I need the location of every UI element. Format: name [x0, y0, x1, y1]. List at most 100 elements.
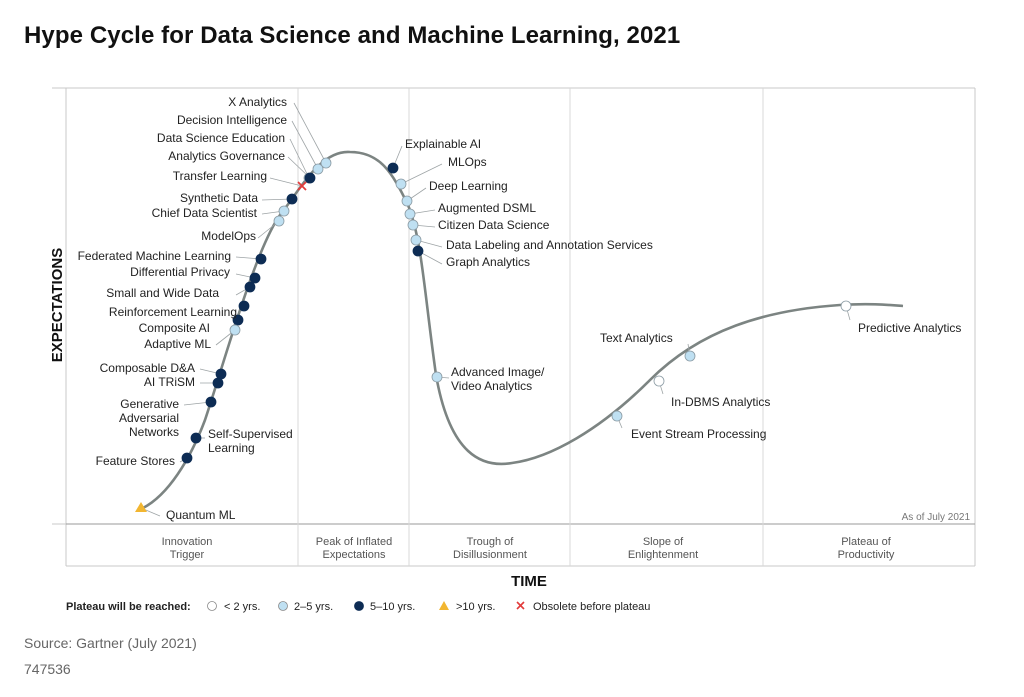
technology-marker: [273, 215, 285, 227]
leader-lines: [140, 102, 851, 517]
phase-label: Slope of: [643, 536, 684, 548]
technology-marker: [395, 178, 407, 190]
technology-marker: [401, 195, 413, 207]
phase-label: Trigger: [170, 549, 205, 561]
phase-label: Productivity: [838, 549, 895, 561]
technology-label: Data Science Education: [157, 131, 285, 145]
leader-line: [269, 177, 303, 187]
technology-label: Generative Adversarial Networks: [119, 397, 179, 439]
technology-marker: [278, 205, 290, 217]
technology-marker: [286, 193, 298, 205]
technology-marker: [431, 371, 443, 383]
technology-marker: [232, 314, 244, 326]
technology-labels: X Analytics Decision Intelligence Data Sci…: [78, 95, 962, 522]
phase-label: Trough of: [467, 536, 515, 548]
legend-marker-5to10: [354, 601, 364, 611]
technology-marker: [181, 452, 193, 464]
technology-label: AI TRiSM: [144, 375, 195, 389]
legend-label: 5–10 yrs.: [370, 601, 415, 613]
phase-labels: Innovation Trigger Peak of Inflated Expe…: [162, 536, 895, 561]
legend-label: >10 yrs.: [456, 601, 495, 613]
technology-label: Composable D&A: [100, 361, 195, 375]
legend-label: Obsolete before plateau: [533, 601, 650, 613]
phase-label: Peak of Inflated: [316, 536, 392, 548]
technology-marker: [407, 219, 419, 231]
technology-marker: [255, 253, 267, 265]
legend-marker-2to5: [278, 601, 288, 611]
technology-label: Composite AI: [139, 321, 210, 335]
technology-label: Deep Learning: [429, 179, 508, 193]
x-axis-label: TIME: [511, 573, 547, 590]
source-note: Source: Gartner (July 2021): [24, 635, 197, 651]
legend-marker-obsolete: [516, 601, 525, 610]
technology-label: Explainable AI: [405, 137, 481, 151]
document-id: 747536: [24, 661, 71, 677]
phase-label: Plateau of: [841, 536, 891, 548]
chart-title: Hype Cycle for Data Science and Machine …: [24, 22, 681, 49]
technology-label: MLOps: [448, 155, 487, 169]
technology-marker: [205, 396, 217, 408]
technology-label: X Analytics: [228, 95, 287, 109]
technology-marker: [312, 163, 324, 175]
technology-label: Reinforcement Learning: [109, 305, 237, 319]
legend-label: < 2 yrs.: [224, 601, 260, 613]
leader-line: [400, 163, 443, 185]
phase-label: Disillusionment: [453, 549, 527, 561]
technology-label: ModelOps: [201, 229, 256, 243]
y-axis-label: EXPECTATIONS: [49, 248, 66, 362]
hype-curve: [142, 150, 904, 510]
technology-marker: [304, 172, 316, 184]
technology-label: Augmented DSML: [438, 201, 536, 215]
technology-label: Graph Analytics: [446, 255, 530, 269]
legend-label: 2–5 yrs.: [294, 601, 333, 613]
technology-label: Predictive Analytics: [858, 321, 961, 335]
technology-label: Federated Machine Learning: [78, 249, 231, 263]
technology-marker: [297, 181, 307, 191]
leader-line: [289, 138, 310, 179]
technology-marker: [212, 377, 224, 389]
technology-marker: [238, 300, 250, 312]
technology-marker: [404, 208, 416, 220]
technology-label: Citizen Data Science: [438, 218, 550, 232]
technology-marker: [135, 502, 147, 512]
technology-label: Quantum ML: [166, 508, 236, 522]
technology-marker: [840, 300, 852, 312]
technology-marker: [653, 375, 665, 387]
technology-label: Self-Supervised Learning: [208, 427, 293, 455]
technology-label: Differential Privacy: [130, 265, 230, 279]
phase-label: Innovation: [162, 536, 213, 548]
technology-marker: [684, 350, 696, 362]
technology-marker: [229, 324, 241, 336]
technology-label: In-DBMS Analytics: [671, 395, 770, 409]
hype-cycle-chart: EXPECTATIONS TIME As of July 2021 Innova…: [49, 87, 976, 613]
technology-label: Event Stream Processing: [631, 427, 766, 441]
technology-label: Decision Intelligence: [177, 113, 287, 127]
technology-marker: [412, 245, 424, 257]
phase-label: Expectations: [323, 549, 386, 561]
technology-label: Data Labeling and Annotation Services: [446, 238, 653, 252]
leader-line: [291, 120, 319, 170]
technology-label: Small and Wide Data: [106, 286, 219, 300]
legend-marker-gt10: [439, 601, 449, 610]
phase-label: Enlightenment: [628, 549, 698, 561]
technology-marker: [244, 281, 256, 293]
legend-title: Plateau will be reached:: [66, 601, 191, 613]
technology-label: Chief Data Scientist: [152, 206, 258, 220]
technology-marker: [387, 162, 399, 174]
as-of-note: As of July 2021: [902, 512, 971, 523]
leader-line: [293, 102, 327, 164]
technology-label: Advanced Image/Video Analytics: [451, 365, 545, 393]
technology-marker: [215, 368, 227, 380]
technology-label: Analytics Governance: [168, 149, 285, 163]
technology-marker: [249, 272, 261, 284]
legend-marker-lt2: [207, 601, 217, 611]
technology-label: Synthetic Data: [180, 191, 258, 205]
technology-label: Text Analytics: [600, 331, 673, 345]
technology-marker: [190, 432, 202, 444]
technology-marker: [320, 157, 332, 169]
technology-label: Transfer Learning: [173, 169, 267, 183]
technology-label: Adaptive ML: [144, 337, 211, 351]
markers: [135, 157, 852, 512]
technology-marker: [410, 234, 422, 246]
legend: Plateau will be reached: < 2 yrs. 2–5 yr…: [66, 601, 650, 613]
